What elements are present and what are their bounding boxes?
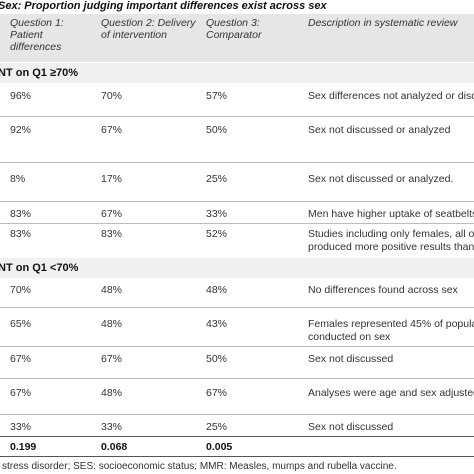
cell-desc: Sex not discussed or analyzed [308,124,451,136]
cell-q3: 52% [206,228,228,240]
header-q3-line2: Comparator [206,29,262,41]
row-divider [0,223,474,224]
row-divider [0,307,474,308]
cell-q2: 48% [101,318,123,330]
table-header [0,14,474,62]
row-divider [0,346,474,347]
cell-q2: 48% [101,387,123,399]
cell-q2: 83% [101,228,123,240]
header-q2-line1: Question 2: Delivery [101,17,196,29]
cell-desc-line1: Studies including only females, all of w [308,228,474,240]
header-q1-line2: Patient [10,29,43,41]
cell-q3: 25% [206,173,228,185]
cell-desc-line2: conducted on sex [308,331,391,343]
cell-q1: 96% [10,90,32,102]
total-q3: 0.005 [206,441,233,453]
cell-q3: 50% [206,124,228,136]
header-q2-line2: of intervention [101,29,167,41]
header-q3-line1: Question 3: [206,17,260,29]
row-divider [0,201,474,202]
cell-desc: Men have higher uptake of seatbelts [308,208,474,220]
cell-q1: 92% [10,124,32,136]
group-label-2: NT on Q1 <70% [0,262,79,274]
cell-desc-line1: Females represented 45% of populatio [308,318,474,330]
total-q2: 0.068 [101,441,128,453]
row-divider [0,162,474,163]
header-q1-line1: Question 1: [10,17,64,29]
cell-q3: 33% [206,208,228,220]
cell-desc: No differences found across sex [308,284,458,296]
cell-q1: 65% [10,318,32,330]
caption-bar [0,0,474,13]
cell-desc-line2: produced more positive results than th [308,241,474,253]
cell-q3: 57% [206,90,228,102]
cell-q3: 25% [206,421,228,433]
cell-q2: 70% [101,90,123,102]
cell-q3: 48% [206,284,228,296]
cell-q2: 67% [101,124,123,136]
cell-desc: Sex differences not analyzed or discuss [308,90,474,102]
table-footnote: stress disorder; SES: socioeconomic stat… [2,461,397,472]
cell-q1: 83% [10,228,32,240]
row-divider [0,378,474,379]
group-row-1 [0,63,474,83]
row-divider [0,116,474,117]
cell-desc: Analyses were age and sex adjusted, c [308,387,474,399]
cell-desc: Sex not discussed [308,421,394,433]
cell-q2: 17% [101,173,123,185]
cell-q1: 33% [10,421,32,433]
cell-q3: 67% [206,387,228,399]
group-row-2 [0,258,474,278]
cell-q3: 43% [206,318,228,330]
cell-q2: 67% [101,208,123,220]
cell-q1: 83% [10,208,32,220]
cell-q3: 50% [206,353,228,365]
cell-q1: 70% [10,284,32,296]
cell-q1: 67% [10,353,32,365]
row-divider [0,414,474,415]
totals-divider [0,436,474,437]
cell-q1: 67% [10,387,32,399]
cell-q2: 33% [101,421,123,433]
cell-q2: 67% [101,353,123,365]
header-desc: Description in systematic review [308,17,458,29]
cell-q1: 8% [10,173,26,185]
cell-desc: Sex not discussed [308,353,394,365]
cell-q2: 48% [101,284,123,296]
table-caption: Sex: Proportion judging important differ… [0,0,327,12]
table-bottom-rule [0,456,474,457]
cell-desc: Sex not discussed or analyzed. [308,173,454,185]
group-label-1: NT on Q1 ≥70% [0,67,78,79]
header-q1-line3: differences [10,41,62,53]
total-q1: 0.199 [10,441,37,453]
